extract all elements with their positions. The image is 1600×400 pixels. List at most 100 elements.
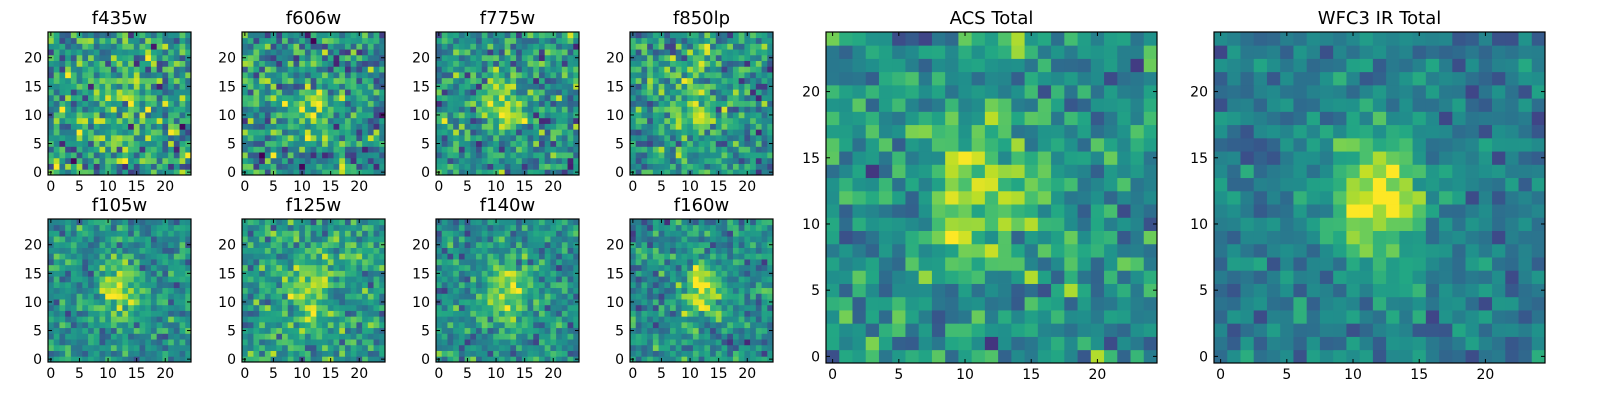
heatmap-cell [527, 276, 534, 283]
heatmap-cell [367, 224, 374, 231]
x-tick-label: 0 [240, 179, 249, 195]
heatmap-cell [116, 224, 123, 231]
heatmap-cell [327, 281, 334, 289]
heatmap-cell [687, 339, 694, 346]
heatmap-cell [264, 106, 271, 113]
heatmap-cell [128, 123, 135, 130]
heatmap-cell [550, 49, 557, 56]
heatmap-cell [168, 281, 175, 289]
heatmap-cell [658, 43, 665, 50]
heatmap-cell [550, 224, 557, 231]
heatmap-cell [156, 321, 163, 329]
heatmap-cell [344, 112, 352, 119]
heatmap-cell [487, 146, 494, 153]
heatmap-cell [692, 169, 700, 176]
heatmap-cell [687, 37, 694, 44]
heatmap-cell [647, 270, 654, 277]
heatmap-cell [247, 89, 254, 96]
heatmap-cell [173, 321, 180, 329]
heatmap-cell [264, 259, 271, 266]
heatmap-cell [82, 169, 89, 176]
heatmap-cell [48, 350, 55, 357]
heatmap-cell [561, 83, 568, 90]
heatmap-cell [122, 72, 129, 79]
heatmap-cell [293, 219, 300, 226]
heatmap-cell [567, 224, 574, 231]
heatmap-cell [470, 32, 477, 39]
heatmap-cell [162, 287, 169, 294]
heatmap-cell [59, 264, 66, 271]
heatmap-cell [464, 281, 471, 289]
heatmap-cell [70, 230, 77, 237]
heatmap-cell [350, 293, 357, 300]
heatmap-cell [333, 316, 340, 323]
heatmap-cell [70, 169, 77, 176]
heatmap-cell [498, 344, 506, 351]
heatmap-cell [270, 230, 277, 237]
heatmap-cell [715, 66, 722, 73]
heatmap-cell [533, 253, 540, 260]
heatmap-cell [550, 276, 557, 283]
heatmap-cell [139, 259, 146, 266]
heatmap-cell [156, 241, 163, 248]
heatmap-cell [253, 281, 260, 289]
heatmap-cell [738, 140, 745, 147]
heatmap-cell [521, 350, 528, 357]
heatmap-cell [185, 37, 192, 44]
heatmap-cell [264, 43, 271, 50]
heatmap-cell [105, 163, 112, 170]
heatmap-cell [510, 37, 517, 44]
heatmap-cell [322, 350, 329, 357]
heatmap-cell [710, 287, 717, 294]
heatmap-cell [704, 134, 711, 142]
heatmap-cell [70, 129, 77, 136]
heatmap-cell [128, 339, 135, 346]
heatmap-cell [179, 146, 186, 153]
heatmap-cell [76, 276, 83, 283]
heatmap-cell [76, 230, 83, 237]
heatmap-cell [544, 134, 551, 142]
heatmap-cell [122, 94, 129, 102]
heatmap-cell [105, 54, 112, 61]
heatmap-cell [476, 241, 483, 248]
heatmap-cell [304, 270, 312, 277]
heatmap-cell [344, 60, 352, 67]
heatmap-cell [567, 163, 574, 170]
heatmap-cell [538, 276, 546, 283]
heatmap-cell [567, 72, 574, 79]
heatmap-cell [692, 66, 700, 73]
heatmap-cell [510, 327, 517, 334]
heatmap-cell [310, 293, 317, 300]
heatmap-cell [692, 356, 700, 363]
heatmap-cell [487, 77, 494, 84]
heatmap-cell [339, 299, 346, 306]
heatmap-cell [53, 236, 60, 243]
heatmap-cell [664, 134, 671, 142]
heatmap-cell [82, 281, 89, 289]
heatmap-cell [339, 281, 346, 289]
heatmap-cell [162, 66, 169, 73]
heatmap-cell [521, 327, 528, 334]
heatmap-cell [464, 60, 471, 67]
heatmap-cell [527, 134, 534, 142]
heatmap-cell [287, 304, 294, 311]
heatmap-cell [344, 276, 352, 283]
heatmap-cell [664, 32, 671, 39]
heatmap-cell [727, 83, 734, 90]
heatmap-cell [185, 236, 192, 243]
heatmap-cell [93, 72, 100, 79]
heatmap-cell [556, 356, 563, 363]
heatmap-cell [481, 112, 488, 119]
heatmap-cell [173, 281, 180, 289]
heatmap-cell [436, 60, 443, 67]
heatmap-cell [93, 169, 100, 176]
heatmap-cell [470, 310, 477, 317]
heatmap-cell [573, 264, 580, 271]
heatmap-cell [721, 344, 728, 351]
heatmap-cell [145, 264, 152, 271]
heatmap-cell [299, 134, 306, 142]
heatmap-cell [145, 270, 152, 277]
heatmap-cell [567, 247, 574, 254]
x-tick-label: 0 [434, 366, 443, 382]
